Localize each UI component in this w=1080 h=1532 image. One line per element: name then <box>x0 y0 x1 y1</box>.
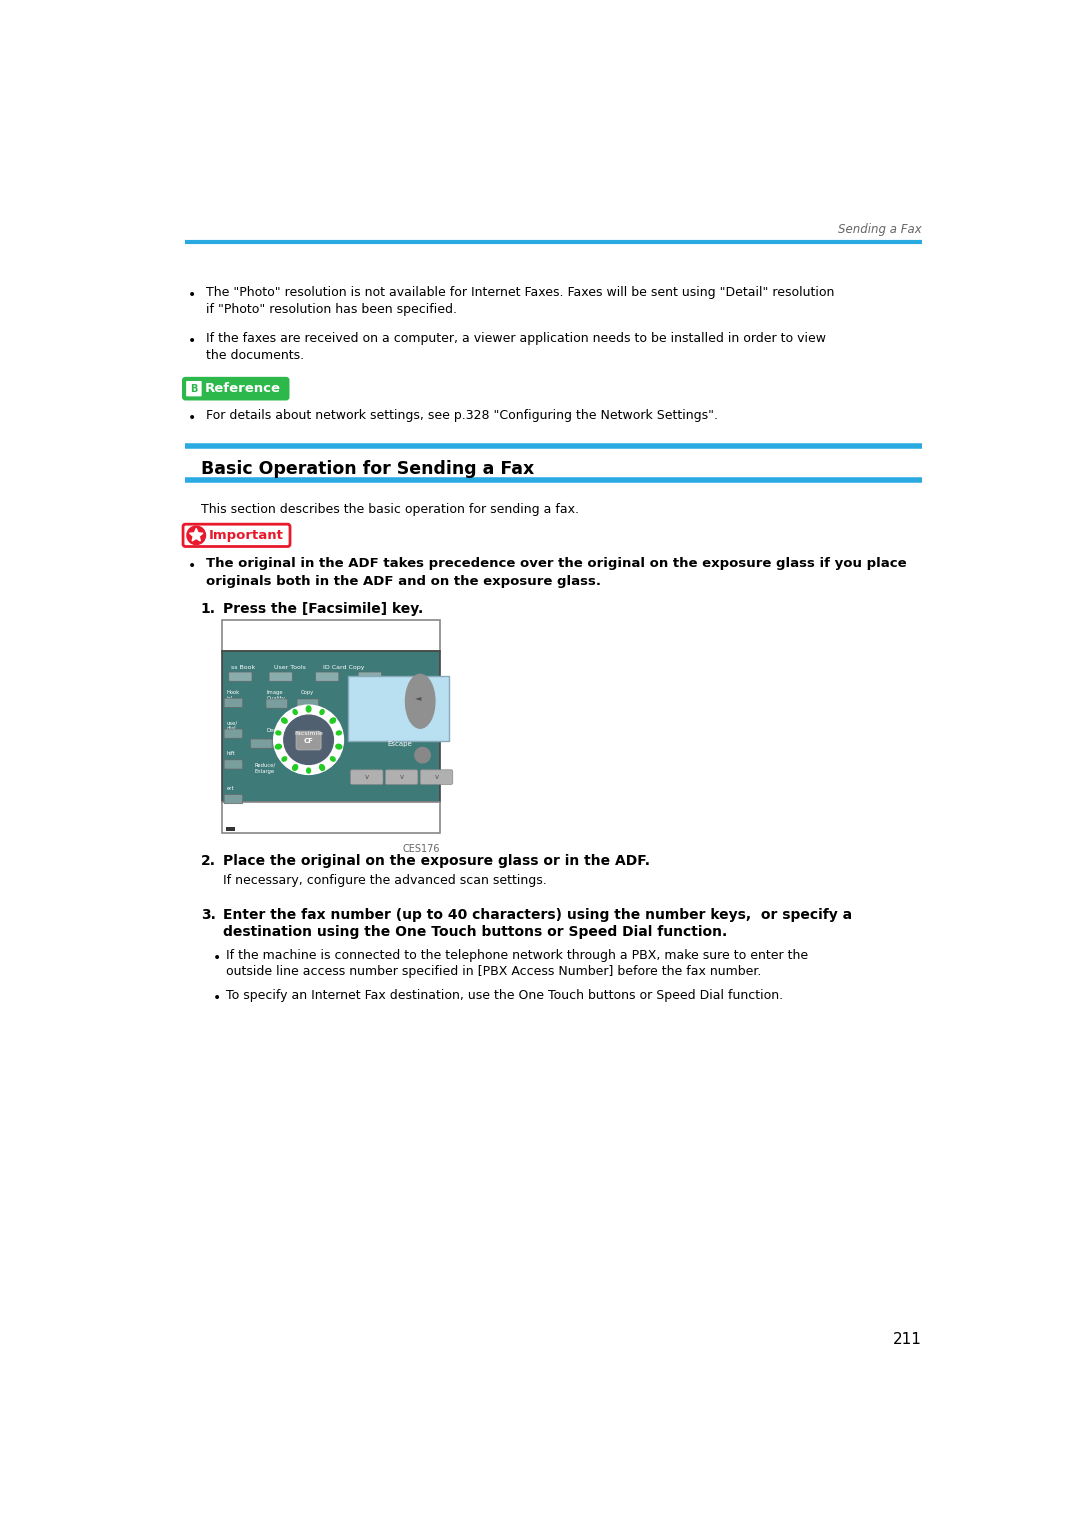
Text: Basic Operation for Sending a Fax: Basic Operation for Sending a Fax <box>201 460 535 478</box>
FancyBboxPatch shape <box>229 673 252 682</box>
FancyBboxPatch shape <box>350 769 383 784</box>
Text: Place the original on the exposure glass or in the ADF.: Place the original on the exposure glass… <box>222 853 649 867</box>
FancyBboxPatch shape <box>348 676 449 741</box>
FancyBboxPatch shape <box>225 795 243 804</box>
Ellipse shape <box>293 764 298 771</box>
FancyBboxPatch shape <box>225 699 243 708</box>
Text: CES176: CES176 <box>402 844 440 855</box>
Text: use/
dial: use/ dial <box>227 720 238 731</box>
Text: The original in the ADF takes precedence over the original on the exposure glass: The original in the ADF takes precedence… <box>206 558 907 570</box>
Text: Reduce/
Enlarge: Reduce/ Enlarge <box>255 763 275 774</box>
Text: Escape: Escape <box>387 740 411 746</box>
Text: •: • <box>188 411 195 424</box>
Text: If the machine is connected to the telephone network through a PBX, make sure to: If the machine is connected to the telep… <box>227 950 809 962</box>
Text: If the faxes are received on a computer, a viewer application needs to be instal: If the faxes are received on a computer,… <box>206 332 826 345</box>
FancyBboxPatch shape <box>221 803 440 833</box>
Ellipse shape <box>320 764 324 771</box>
FancyBboxPatch shape <box>186 381 202 397</box>
Text: Image
Quality: Image Quality <box>267 689 285 700</box>
Text: 2.: 2. <box>201 853 216 867</box>
FancyBboxPatch shape <box>183 378 288 400</box>
FancyBboxPatch shape <box>266 699 287 708</box>
Ellipse shape <box>330 757 335 761</box>
Circle shape <box>284 715 334 764</box>
Ellipse shape <box>320 709 324 714</box>
Text: hift: hift <box>227 751 235 757</box>
Ellipse shape <box>275 731 281 735</box>
FancyBboxPatch shape <box>225 760 243 769</box>
Ellipse shape <box>405 674 435 728</box>
Text: the documents.: the documents. <box>206 349 305 363</box>
Text: User Tools: User Tools <box>274 665 307 669</box>
Text: B: B <box>190 383 198 394</box>
Ellipse shape <box>307 768 311 774</box>
Text: ◄: ◄ <box>416 692 422 702</box>
FancyBboxPatch shape <box>269 673 293 682</box>
Text: Sending a Fax: Sending a Fax <box>838 224 921 236</box>
Text: Enter the fax number (up to 40 characters) using the number keys,  or specify a: Enter the fax number (up to 40 character… <box>222 907 852 922</box>
Ellipse shape <box>293 709 297 714</box>
Ellipse shape <box>336 745 341 749</box>
Text: The "Photo" resolution is not available for Internet Faxes. Faxes will be sent u: The "Photo" resolution is not available … <box>206 286 835 299</box>
Text: 211: 211 <box>893 1331 921 1347</box>
FancyBboxPatch shape <box>420 769 453 784</box>
Ellipse shape <box>282 719 287 723</box>
Text: Density: Density <box>267 728 287 734</box>
Text: destination using the One Touch buttons or Speed Dial function.: destination using the One Touch buttons … <box>222 925 727 939</box>
Text: originals both in the ADF and on the exposure glass.: originals both in the ADF and on the exp… <box>206 574 602 588</box>
FancyBboxPatch shape <box>386 769 418 784</box>
FancyBboxPatch shape <box>226 827 235 830</box>
Text: v: v <box>365 774 368 780</box>
Text: To specify an Internet Fax destination, use the One Touch buttons or Speed Dial : To specify an Internet Fax destination, … <box>227 990 784 1002</box>
Text: ID Card Copy: ID Card Copy <box>323 665 364 669</box>
Text: Facsimile: Facsimile <box>294 731 323 735</box>
Text: •: • <box>213 991 220 1005</box>
Text: Press the [Facsimile] key.: Press the [Facsimile] key. <box>222 602 423 616</box>
FancyBboxPatch shape <box>251 738 272 748</box>
FancyBboxPatch shape <box>183 524 291 547</box>
Ellipse shape <box>307 706 311 712</box>
Text: Reference: Reference <box>205 381 281 395</box>
Ellipse shape <box>282 757 286 761</box>
Text: •: • <box>188 288 195 302</box>
Text: ert: ert <box>227 786 234 791</box>
FancyBboxPatch shape <box>221 651 440 803</box>
Text: •: • <box>188 559 195 573</box>
FancyBboxPatch shape <box>297 699 319 708</box>
FancyBboxPatch shape <box>225 729 243 738</box>
FancyBboxPatch shape <box>221 620 440 651</box>
Ellipse shape <box>336 731 341 735</box>
Text: v: v <box>400 774 404 780</box>
FancyBboxPatch shape <box>315 673 339 682</box>
FancyBboxPatch shape <box>296 731 321 749</box>
FancyBboxPatch shape <box>359 673 381 682</box>
Text: If necessary, configure the advanced scan settings.: If necessary, configure the advanced sca… <box>222 873 546 887</box>
Circle shape <box>273 705 343 775</box>
Text: •: • <box>188 334 195 348</box>
Circle shape <box>187 525 205 544</box>
Polygon shape <box>190 529 203 541</box>
Text: •: • <box>213 951 220 965</box>
Text: CF: CF <box>303 738 313 745</box>
Text: ss Book: ss Book <box>231 665 255 669</box>
Text: 1.: 1. <box>201 602 216 616</box>
FancyBboxPatch shape <box>266 738 287 748</box>
Text: 3.: 3. <box>201 907 216 922</box>
Text: Important: Important <box>208 529 283 542</box>
Text: Copy: Copy <box>301 689 314 694</box>
Circle shape <box>415 748 430 763</box>
Text: v: v <box>434 774 438 780</box>
Text: Hook
ial: Hook ial <box>227 689 240 700</box>
Text: if "Photo" resolution has been specified.: if "Photo" resolution has been specified… <box>206 303 457 316</box>
Ellipse shape <box>275 745 282 749</box>
Text: outside line access number specified in [PBX Access Number] before the fax numbe: outside line access number specified in … <box>227 965 761 977</box>
Text: This section describes the basic operation for sending a fax.: This section describes the basic operati… <box>201 504 579 516</box>
Text: For details about network settings, see p.328 "Configuring the Network Settings": For details about network settings, see … <box>206 409 718 423</box>
Ellipse shape <box>330 719 336 723</box>
